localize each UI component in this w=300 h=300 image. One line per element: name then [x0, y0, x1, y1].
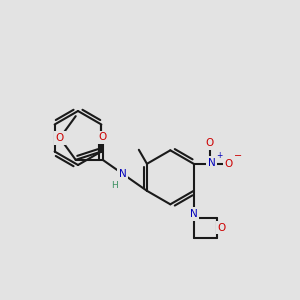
Text: O: O: [217, 223, 226, 233]
Text: +: +: [216, 151, 222, 160]
Text: −: −: [234, 151, 242, 161]
Text: N: N: [190, 209, 198, 219]
Text: H: H: [111, 181, 118, 190]
Text: O: O: [206, 138, 214, 148]
Text: O: O: [224, 159, 233, 169]
Text: O: O: [99, 133, 107, 142]
Text: N: N: [119, 169, 127, 179]
Text: N: N: [208, 158, 216, 168]
Text: O: O: [56, 133, 64, 143]
